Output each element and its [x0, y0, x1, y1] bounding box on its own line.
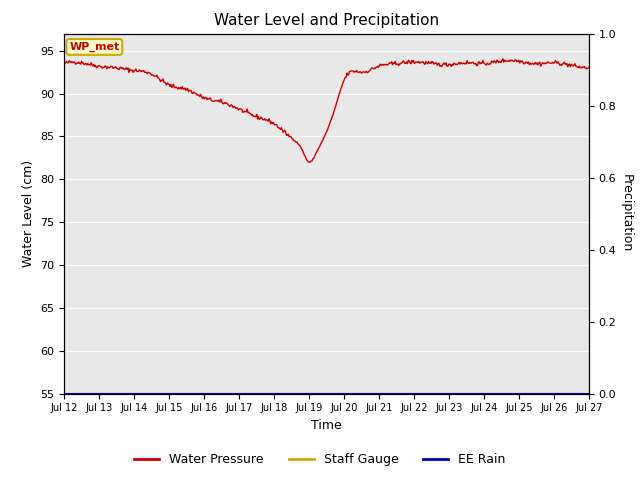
Y-axis label: Precipitation: Precipitation	[620, 174, 633, 253]
Text: WP_met: WP_met	[69, 42, 120, 52]
Y-axis label: Water Level (cm): Water Level (cm)	[22, 160, 35, 267]
Legend: Water Pressure, Staff Gauge, EE Rain: Water Pressure, Staff Gauge, EE Rain	[129, 448, 511, 471]
Title: Water Level and Precipitation: Water Level and Precipitation	[214, 13, 439, 28]
X-axis label: Time: Time	[311, 419, 342, 432]
